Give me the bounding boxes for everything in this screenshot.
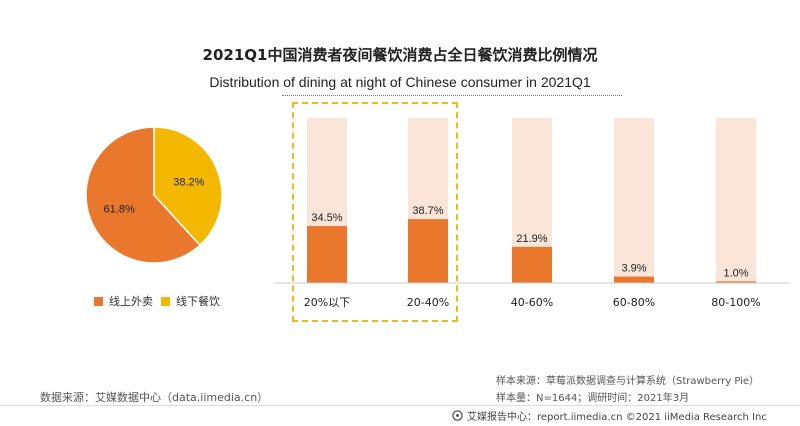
pie-slice-1 bbox=[153, 126, 223, 247]
data-source: 数据来源：艾媒数据中心（data.iimedia.cn） bbox=[40, 391, 269, 404]
pie-slice-0 bbox=[85, 126, 201, 264]
footer: 艾媒报告中心：report.iimedia.cn ©2021 iiMedia R… bbox=[452, 408, 767, 423]
legend-swatch-offline bbox=[161, 296, 170, 306]
footer-divider bbox=[0, 405, 800, 406]
pie-chart: 61.8% 38.2% bbox=[85, 126, 223, 264]
bar-value-label-4: 1.0% bbox=[723, 267, 748, 279]
legend-swatch-online bbox=[94, 296, 103, 306]
legend-item-online: 线上外卖 bbox=[94, 293, 153, 309]
legend-item-offline: 线下餐饮 bbox=[161, 293, 220, 309]
bar-value-label-1: 38.7% bbox=[412, 205, 443, 217]
bar-0 bbox=[307, 226, 347, 283]
bar-category-label-1: 20-40% bbox=[407, 296, 449, 309]
sample-size: 样本量：N=1644；调研时间：2021年3月 bbox=[496, 393, 690, 404]
bar-value-label-2: 21.9% bbox=[516, 233, 547, 245]
legend-label-offline: 线下餐饮 bbox=[176, 295, 220, 308]
footer-text: 艾媒报告中心：report.iimedia.cn ©2021 iiMedia R… bbox=[467, 412, 767, 423]
bar-category-label-4: 80-100% bbox=[711, 296, 760, 309]
chart-title-cn: 2021Q1中国消费者夜间餐饮消费占全日餐饮消费比例情况 bbox=[202, 46, 598, 64]
pie-label-0: 61.8% bbox=[104, 204, 135, 216]
bar-4 bbox=[716, 281, 756, 283]
bar-track-4 bbox=[716, 118, 756, 283]
bar-category-label-2: 40-60% bbox=[511, 296, 553, 309]
pie-label-1: 38.2% bbox=[173, 176, 204, 188]
bar-track-3 bbox=[614, 118, 654, 283]
bar-1 bbox=[408, 219, 448, 283]
bar-2 bbox=[512, 246, 552, 283]
bar-value-label-0: 34.5% bbox=[311, 212, 342, 224]
bar-category-label-0: 20%以下 bbox=[304, 296, 350, 309]
bar-value-label-3: 3.9% bbox=[621, 263, 646, 275]
title-divider bbox=[282, 95, 622, 96]
sample-source: 样本来源：草莓派数据调查与计算系统（Strawberry Pie） bbox=[496, 376, 760, 387]
bar-3 bbox=[614, 276, 654, 283]
legend-label-online: 线上外卖 bbox=[109, 295, 153, 308]
highlight-box bbox=[292, 102, 458, 322]
bar-category-label-3: 60-80% bbox=[613, 296, 655, 309]
iimedia-logo-icon bbox=[452, 410, 463, 421]
chart-title-en: Distribution of dining at night of Chine… bbox=[209, 74, 591, 90]
